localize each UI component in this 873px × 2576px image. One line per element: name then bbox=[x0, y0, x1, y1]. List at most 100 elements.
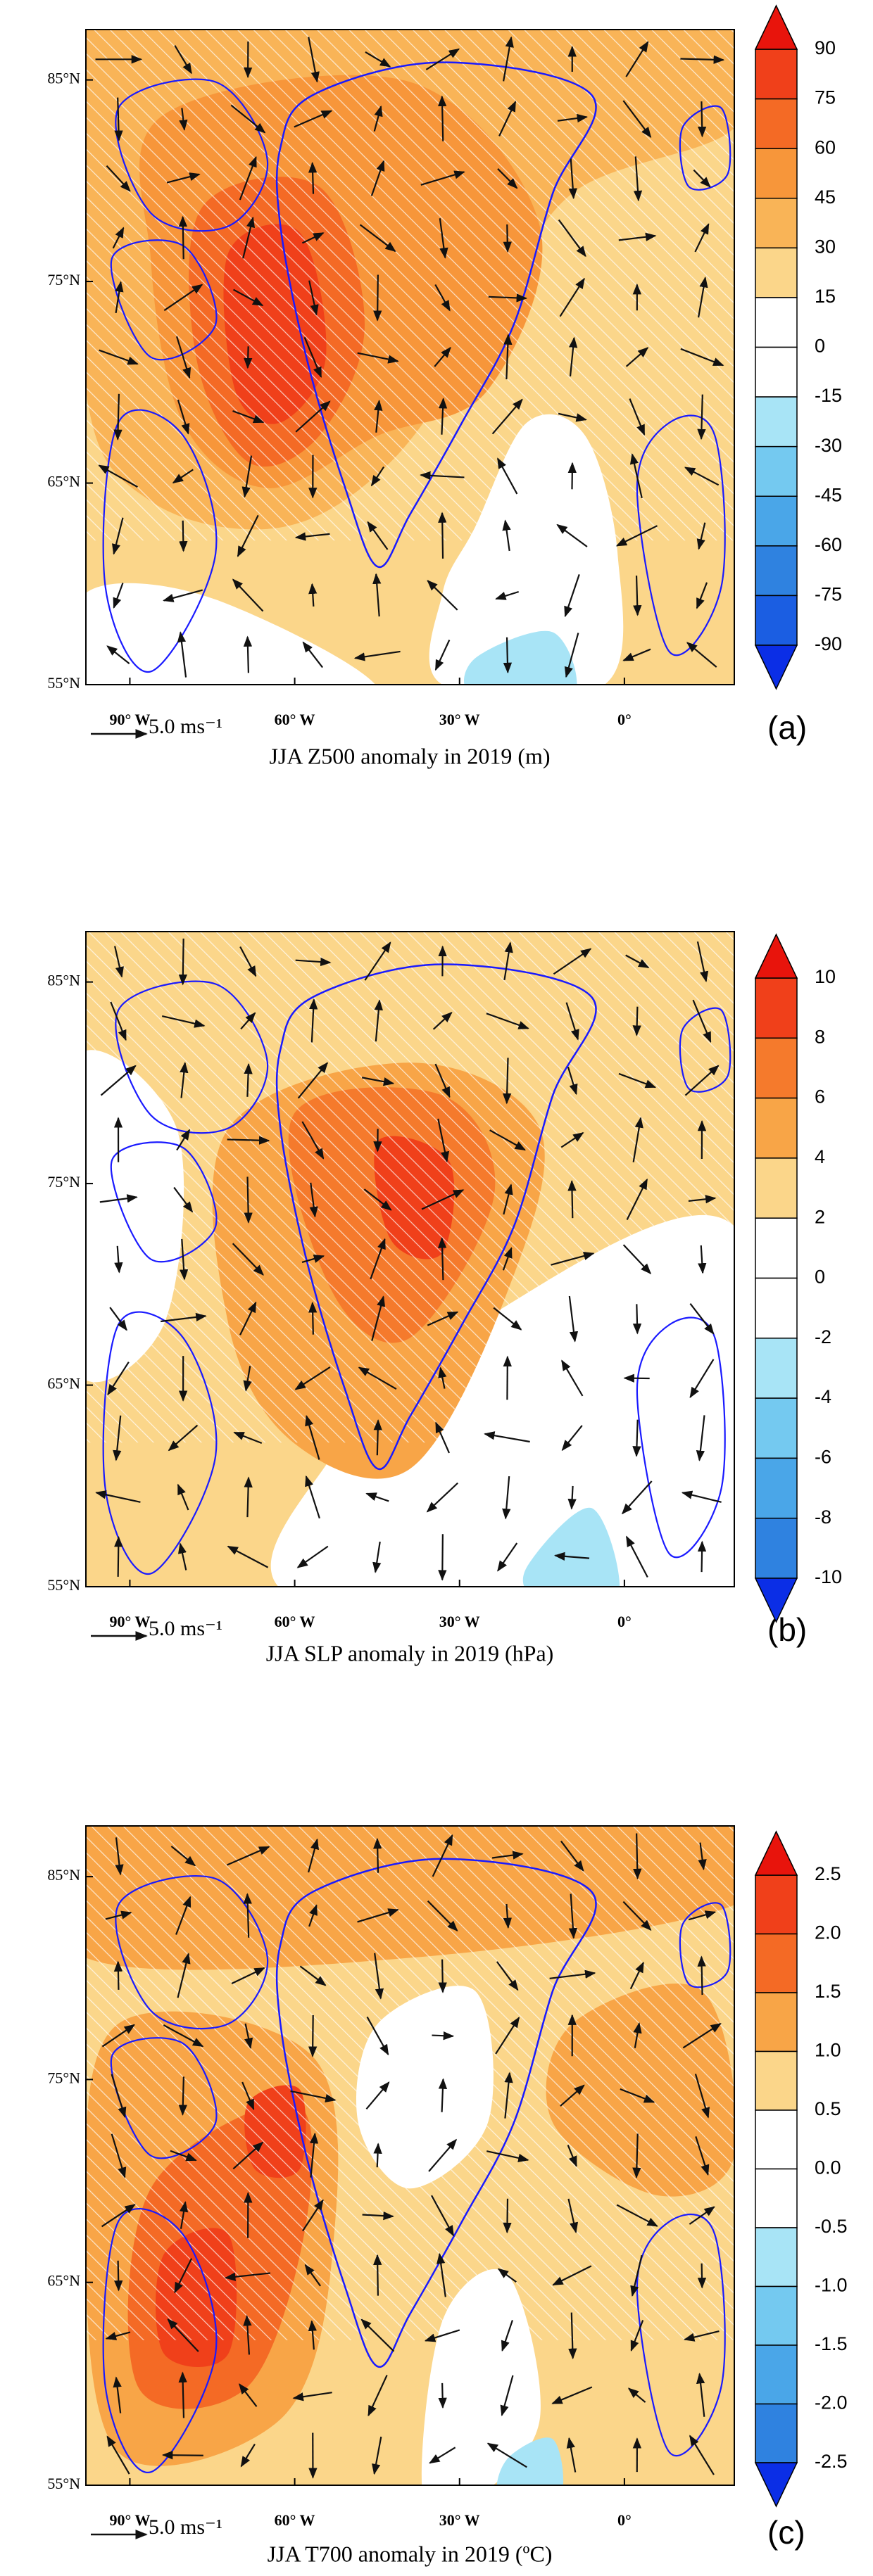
wind-vector bbox=[302, 641, 323, 668]
lat-tick-label: 85°N bbox=[47, 1866, 80, 1884]
colorbar-tick-label: 1.5 bbox=[815, 1981, 841, 2002]
wind-vector bbox=[113, 1960, 123, 1990]
colorbar-under bbox=[754, 2462, 798, 2508]
wind-vector bbox=[502, 1476, 511, 1520]
wind-vector bbox=[161, 1312, 207, 1323]
wind-vector bbox=[167, 2318, 199, 2352]
wind-vector bbox=[178, 2371, 187, 2418]
wind-vector bbox=[114, 1245, 123, 1274]
wind-vector bbox=[564, 574, 580, 618]
wind-vector bbox=[364, 941, 391, 981]
wind-vector bbox=[367, 521, 389, 550]
colorbar-tick-label: -1.0 bbox=[815, 2275, 848, 2296]
wind-vector bbox=[301, 1121, 325, 1160]
colorbar-tick-label: -2 bbox=[815, 1326, 831, 1347]
wind-vector bbox=[698, 1842, 707, 1871]
coastline bbox=[115, 78, 269, 232]
wind-vector bbox=[551, 1251, 595, 1266]
wind-vector bbox=[560, 2084, 585, 2107]
wind-vector bbox=[493, 1307, 522, 1331]
wind-vector bbox=[695, 2136, 710, 2176]
wind-vector bbox=[484, 1431, 530, 1443]
coastline bbox=[275, 963, 597, 1471]
colorbar-tick-label: -6 bbox=[815, 1447, 831, 1468]
wind-vector bbox=[567, 1485, 577, 1510]
coastline bbox=[110, 1141, 218, 1263]
wind-vector bbox=[503, 224, 512, 253]
wind-vector bbox=[698, 101, 707, 138]
colorbar-segment bbox=[755, 198, 798, 249]
colorbar-tick-label: -45 bbox=[815, 484, 842, 505]
wind-vector bbox=[360, 2318, 395, 2352]
wind-vector bbox=[625, 1535, 648, 1578]
wind-vector bbox=[565, 1002, 579, 1041]
colorbar-tick-label: -4 bbox=[815, 1386, 831, 1407]
lat-tick-label: 65°N bbox=[47, 2272, 80, 2290]
colorbar-tick-label: 30 bbox=[815, 236, 836, 257]
wind-vector bbox=[694, 2074, 710, 2119]
wind-vector bbox=[438, 398, 448, 435]
map-area bbox=[86, 30, 734, 685]
lat-tick-label: 75°N bbox=[47, 2069, 80, 2086]
wind-vector bbox=[495, 590, 520, 600]
wind-vector bbox=[239, 2383, 258, 2407]
wind-vector bbox=[161, 2451, 203, 2460]
colorbar-segment bbox=[755, 1457, 798, 1519]
colorbar-tick-label: 4 bbox=[815, 1146, 825, 1167]
wind-vector bbox=[553, 1552, 590, 1561]
wind-vector bbox=[170, 2150, 197, 2162]
wind-vector bbox=[438, 1534, 447, 1581]
wind-vector bbox=[680, 55, 725, 64]
wind-vector bbox=[308, 1838, 319, 1873]
wind-vector bbox=[615, 525, 658, 547]
wind-vector bbox=[488, 293, 528, 303]
wind-vector bbox=[630, 2254, 643, 2297]
wind-vector bbox=[114, 946, 124, 978]
wind-vector bbox=[698, 1245, 707, 1274]
wind-vector bbox=[174, 45, 192, 75]
wind-vector bbox=[424, 2329, 460, 2342]
wind-vector bbox=[243, 635, 253, 673]
wind-vector bbox=[363, 1188, 392, 1211]
wind-vector bbox=[432, 1834, 453, 1877]
wind-vector bbox=[231, 1967, 265, 1985]
wind-vector bbox=[567, 2145, 577, 2167]
wind-vector bbox=[620, 2088, 655, 2103]
wind-vector bbox=[625, 954, 650, 969]
wind-vector bbox=[682, 2023, 722, 2049]
wind-vector bbox=[434, 640, 451, 671]
colorbar-over bbox=[754, 4, 798, 50]
wind-vector bbox=[179, 108, 188, 131]
wind-vector bbox=[553, 948, 592, 975]
colorbar-tick-label: -15 bbox=[815, 385, 842, 406]
wind-vector bbox=[558, 219, 586, 258]
wind-vector bbox=[240, 2444, 256, 2468]
wind-vector bbox=[111, 2133, 127, 2178]
wind-vector bbox=[427, 580, 458, 611]
wind-vector bbox=[633, 1833, 642, 1880]
map-panel: 85°N 75°N 65°N 55°N 90° W 60° W 30° W 0° 5.0 ms⁻… bbox=[47, 4, 842, 768]
map-area bbox=[86, 932, 734, 1587]
lat-tick-label: 65°N bbox=[47, 1375, 80, 1392]
colorbar-segment bbox=[755, 2285, 798, 2346]
wind-vector bbox=[180, 1062, 189, 1098]
wind-vector bbox=[629, 398, 646, 436]
coastline bbox=[275, 1858, 597, 2368]
wind-vector bbox=[629, 1961, 644, 1990]
map-area bbox=[86, 1826, 734, 2485]
wind-vector bbox=[178, 938, 188, 986]
colorbar-segment bbox=[755, 49, 798, 100]
wind-vector bbox=[115, 281, 124, 314]
wind-vector bbox=[434, 284, 451, 312]
colorbar-segment bbox=[755, 977, 798, 1039]
contour-fill bbox=[86, 583, 376, 685]
lat-tick-label: 75°N bbox=[47, 271, 80, 288]
wind-vector bbox=[632, 1304, 642, 1335]
wind-vector bbox=[107, 1362, 130, 1396]
wind-vector bbox=[689, 2435, 715, 2475]
wind-vector bbox=[697, 1955, 706, 1996]
lon-tick-label: 0° bbox=[617, 1613, 632, 1630]
colorbar-over bbox=[754, 933, 798, 979]
colorbar-tick-label: -60 bbox=[815, 534, 842, 555]
wind-vector bbox=[498, 101, 517, 137]
